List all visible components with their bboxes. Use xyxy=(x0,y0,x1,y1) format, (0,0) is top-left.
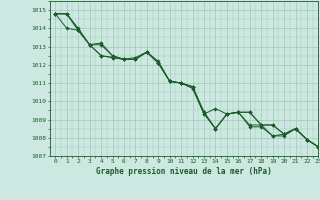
X-axis label: Graphe pression niveau de la mer (hPa): Graphe pression niveau de la mer (hPa) xyxy=(96,167,272,176)
